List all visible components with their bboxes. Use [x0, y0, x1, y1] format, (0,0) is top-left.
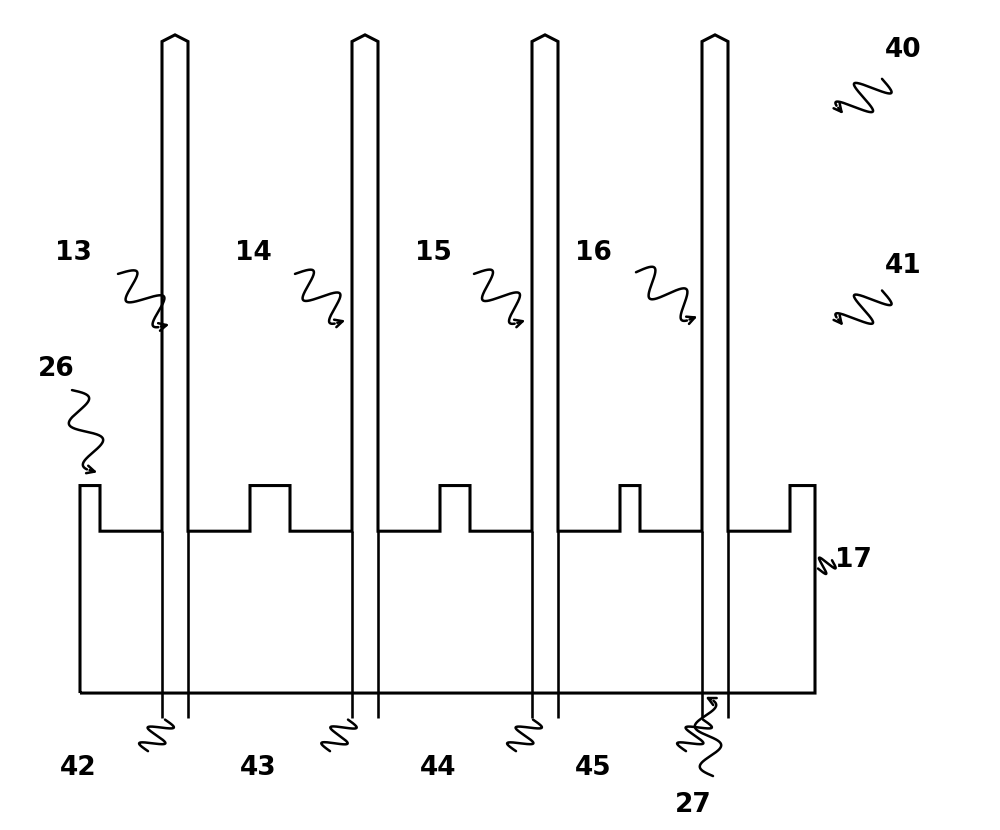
Text: 43: 43 — [240, 754, 277, 781]
Text: 14: 14 — [235, 240, 272, 266]
Text: 44: 44 — [420, 754, 456, 781]
Text: 17: 17 — [835, 547, 872, 574]
Text: 40: 40 — [885, 37, 922, 63]
Text: 26: 26 — [38, 356, 75, 383]
Text: 13: 13 — [55, 240, 92, 266]
Text: 41: 41 — [885, 252, 922, 279]
Text: 27: 27 — [675, 792, 712, 818]
Text: 45: 45 — [575, 754, 612, 781]
Text: 15: 15 — [415, 240, 452, 266]
Text: 16: 16 — [575, 240, 612, 266]
Text: 42: 42 — [60, 754, 97, 781]
